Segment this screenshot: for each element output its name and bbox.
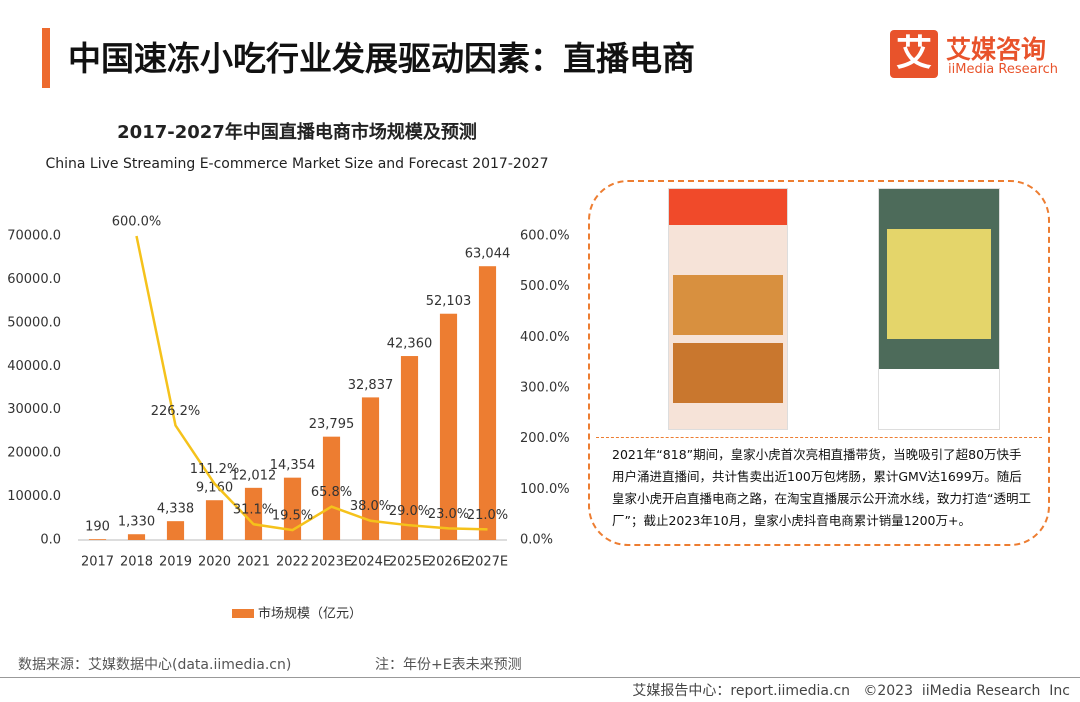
note: 注：年份+E表未来预测 [375, 657, 522, 673]
footer: 艾媒报告中心：report.iimedia.cn ©2023 iiMedia R… [632, 683, 1070, 699]
footer-rule [0, 677, 1080, 678]
bar-value-label: 14,354 [270, 458, 316, 473]
x-tick-label: 2023E [311, 555, 352, 570]
x-tick-label: 2024E [350, 555, 391, 570]
bar [361, 397, 380, 540]
y2-tick-label: 300.0% [520, 381, 570, 396]
line-value-label: 65.8% [311, 485, 352, 500]
bar-value-label: 52,103 [426, 294, 472, 309]
legend-label: 市场规模（亿元） [258, 606, 362, 622]
slide-title: 中国速冻小吃行业发展驱动因素：直播电商 [68, 39, 695, 78]
chart-title: 2017-2027年中国直播电商市场规模及预测 [117, 121, 477, 143]
line-value-label: 600.0% [112, 215, 162, 230]
logo-mark: 艾 [890, 30, 938, 78]
bar-value-label: 190 [85, 520, 110, 535]
growth-line [135, 235, 488, 532]
y-tick-label: 20000.0 [7, 446, 61, 461]
bar-value-label: 1,330 [118, 515, 155, 530]
bar [205, 500, 224, 540]
line-value-label: 21.0% [467, 508, 508, 523]
x-tick-label: 2018 [120, 555, 153, 570]
y-tick-label: 30000.0 [7, 402, 61, 417]
y-tick-label: 70000.0 [7, 229, 61, 244]
panel-text: 2021年“818”期间，皇家小虎首次亮相直播带货，当晚吸引了超80万快手用户涌… [612, 447, 1031, 528]
y2-tick-label: 600.0% [520, 229, 570, 244]
x-tick-label: 2021 [237, 555, 270, 570]
x-tick-label: 2017 [81, 555, 114, 570]
x-tick-label: 2025E [389, 555, 430, 570]
y-tick-label: 60000.0 [7, 272, 61, 287]
line-value-label: 111.2% [190, 462, 240, 477]
bar-value-label: 4,338 [157, 502, 194, 517]
y-tick-label: 50000.0 [7, 315, 61, 330]
bar [244, 487, 263, 540]
y-tick-label: 40000.0 [7, 359, 61, 374]
x-tick-label: 2022 [276, 555, 309, 570]
line-value-label: 29.0% [389, 504, 430, 519]
phone-screenshot [668, 188, 788, 430]
source: 数据来源：艾媒数据中心(data.iimedia.cn) [18, 657, 292, 673]
phone-screenshot [878, 188, 1000, 430]
bar [166, 521, 185, 540]
line-value-label: 226.2% [151, 404, 201, 419]
bar-value-label: 12,012 [231, 468, 277, 483]
y2-tick-label: 100.0% [520, 482, 570, 497]
y2-tick-label: 500.0% [520, 279, 570, 294]
bar [127, 534, 146, 540]
case-panel [588, 180, 1050, 546]
bar [88, 539, 107, 540]
bar-value-label: 32,837 [348, 378, 394, 393]
bar [283, 477, 302, 540]
y2-tick-label: 400.0% [520, 330, 570, 345]
bar-value-label: 63,044 [465, 247, 511, 262]
x-tick-label: 2026E [428, 555, 469, 570]
line-value-label: 38.0% [350, 499, 391, 514]
bar [439, 313, 458, 540]
legend-swatch [232, 609, 254, 618]
y-tick-label: 10000.0 [7, 489, 61, 504]
bar-value-label: 23,795 [309, 417, 355, 432]
x-tick-label: 2020 [198, 555, 231, 570]
line-value-label: 19.5% [272, 509, 313, 524]
line-value-label: 23.0% [428, 507, 469, 522]
chart-subtitle: China Live Streaming E-commerce Market S… [45, 156, 548, 172]
accent-bar [42, 28, 50, 88]
line-value-label: 31.1% [233, 503, 274, 518]
logo-sub: iiMedia Research [948, 62, 1059, 77]
bar [478, 266, 497, 540]
x-tick-label: 2027E [467, 555, 508, 570]
y-tick-label: 0.0 [40, 533, 61, 548]
panel-divider [596, 437, 1042, 438]
bar-value-label: 42,360 [387, 337, 433, 352]
bar [322, 436, 341, 540]
chart: 2017-2027年中国直播电商市场规模及预测 China Live Strea… [7, 121, 570, 622]
bar [400, 356, 419, 540]
logo-name: 艾媒咨询 [946, 35, 1047, 64]
y2-tick-label: 200.0% [520, 431, 570, 446]
x-tick-label: 2019 [159, 555, 192, 570]
y2-tick-label: 0.0% [520, 533, 553, 548]
